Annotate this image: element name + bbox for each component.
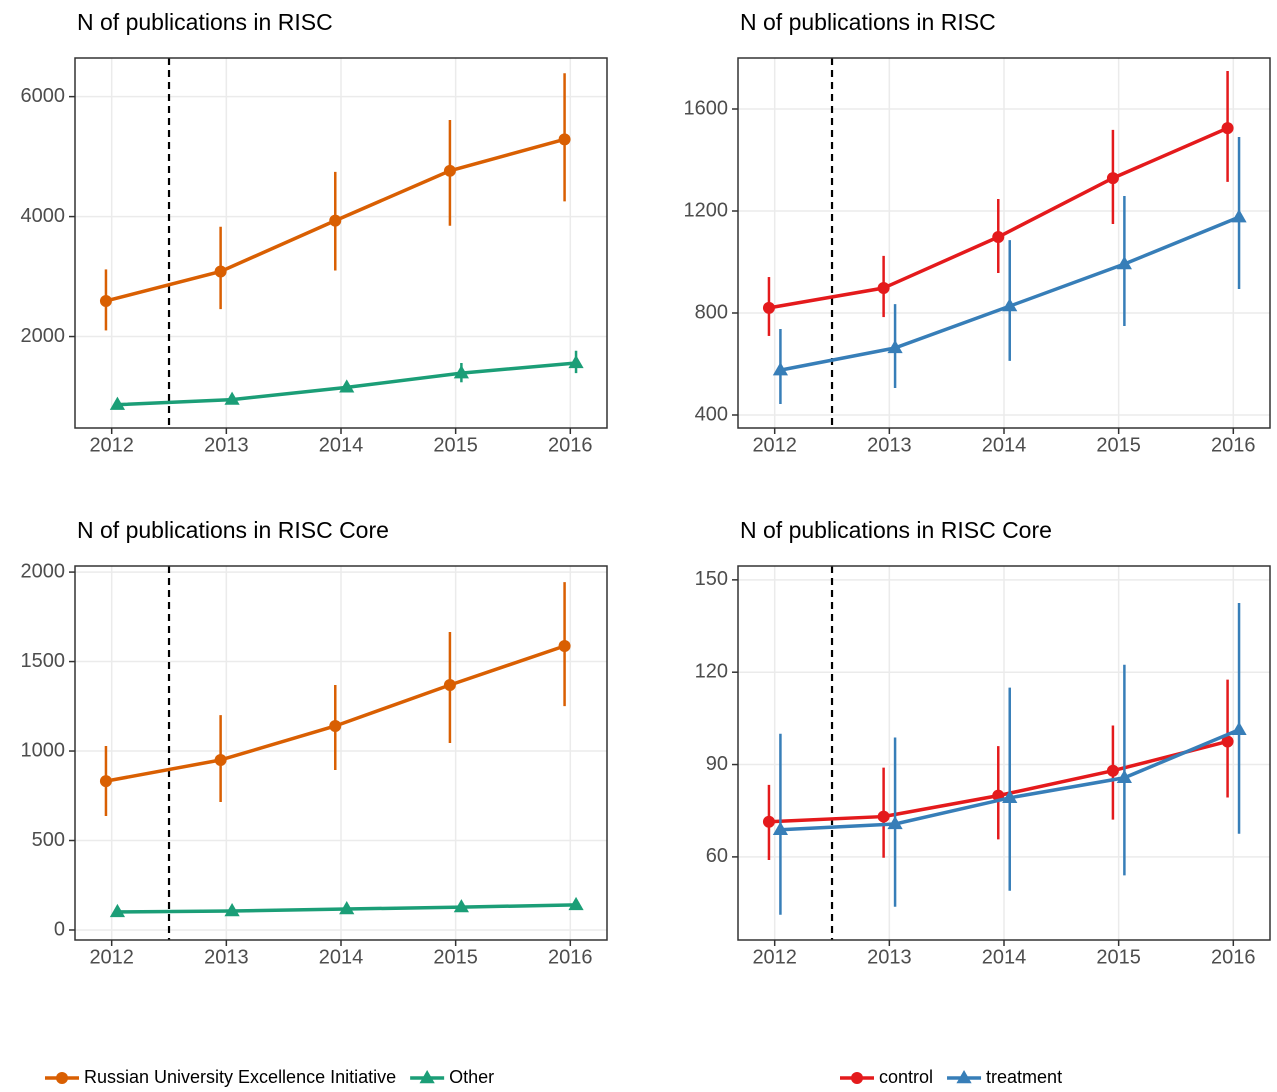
marker <box>443 164 456 177</box>
x-tick-label: 2016 <box>548 946 593 968</box>
y-tick-label: 2000 <box>21 560 66 582</box>
x-tick-label: 2012 <box>752 946 797 968</box>
marker <box>558 639 571 652</box>
marker <box>1221 735 1234 748</box>
y-tick-label: 2000 <box>21 325 66 347</box>
marker <box>772 821 789 836</box>
y-tick-label: 60 <box>706 845 728 867</box>
x-tick-label: 2015 <box>433 434 478 456</box>
marker <box>1106 172 1119 185</box>
marker <box>1116 256 1132 270</box>
x-tick-label: 2013 <box>204 946 249 968</box>
marker <box>109 903 126 918</box>
y-tick-label: 1500 <box>21 650 66 672</box>
marker <box>109 396 126 410</box>
y-tick-label: 1200 <box>684 199 729 221</box>
marker <box>877 282 890 295</box>
x-tick-label: 2014 <box>319 946 364 968</box>
marker <box>877 810 890 823</box>
marker <box>224 391 240 405</box>
marker <box>1221 122 1234 135</box>
panel-title: N of publications in RISC Core <box>77 517 389 543</box>
legend-marker <box>419 1070 435 1084</box>
panel-border <box>74 565 608 941</box>
marker <box>1231 209 1247 223</box>
legend-label: Other <box>449 1067 494 1087</box>
y-tick-label: 90 <box>706 753 728 775</box>
marker <box>558 133 571 146</box>
x-tick-label: 2013 <box>867 434 912 456</box>
legend-marker <box>56 1072 68 1084</box>
marker <box>762 301 775 314</box>
panel-title: N of publications in RISC <box>77 9 333 35</box>
marker <box>443 679 456 691</box>
marker <box>772 362 789 376</box>
legend-label: treatment <box>986 1067 1062 1087</box>
x-tick-label: 2015 <box>433 946 478 968</box>
x-tick-label: 2012 <box>752 434 797 456</box>
x-tick-label: 2012 <box>89 946 134 968</box>
marker <box>762 815 775 828</box>
marker <box>339 901 355 915</box>
marker <box>992 231 1005 244</box>
y-tick-label: 150 <box>695 568 728 590</box>
marker <box>224 903 240 917</box>
marker <box>329 214 342 227</box>
marker <box>339 379 355 393</box>
x-tick-label: 2016 <box>548 434 593 456</box>
panel-border <box>737 57 1271 429</box>
x-tick-label: 2014 <box>982 946 1027 968</box>
panel-border <box>737 565 1271 941</box>
marker <box>99 294 112 307</box>
y-tick-label: 6000 <box>21 85 66 107</box>
y-tick-label: 0 <box>54 918 65 940</box>
marker <box>887 339 903 354</box>
panel-title: N of publications in RISC <box>740 9 996 35</box>
panel-border <box>74 57 608 429</box>
x-tick-label: 2016 <box>1211 434 1256 456</box>
x-tick-label: 2014 <box>982 434 1027 456</box>
marker <box>1231 721 1247 735</box>
marker <box>568 354 584 369</box>
y-tick-label: 800 <box>695 301 728 323</box>
marker <box>1002 789 1018 803</box>
x-tick-label: 2012 <box>89 434 134 456</box>
marker <box>214 265 227 278</box>
marker <box>214 753 227 766</box>
marker <box>453 365 469 379</box>
y-tick-label: 500 <box>32 829 65 851</box>
x-tick-label: 2016 <box>1211 946 1256 968</box>
legend-marker <box>956 1070 972 1084</box>
marker <box>1106 764 1119 777</box>
y-tick-label: 1000 <box>21 739 66 761</box>
x-tick-label: 2013 <box>204 434 249 456</box>
y-tick-label: 1600 <box>684 97 729 119</box>
y-tick-label: 4000 <box>21 205 66 227</box>
marker <box>99 775 112 788</box>
marker <box>1002 298 1018 312</box>
x-tick-label: 2015 <box>1096 946 1141 968</box>
legend-label: Russian University Excellence Initiative <box>84 1067 396 1087</box>
panel-title: N of publications in RISC Core <box>740 517 1052 543</box>
x-tick-label: 2013 <box>867 946 912 968</box>
legend-marker <box>851 1072 863 1084</box>
marker <box>453 899 469 913</box>
marker <box>1116 769 1132 783</box>
legend-label: control <box>879 1067 933 1087</box>
y-tick-label: 120 <box>695 660 728 682</box>
y-tick-label: 400 <box>695 403 728 425</box>
x-tick-label: 2015 <box>1096 434 1141 456</box>
x-tick-label: 2014 <box>319 434 364 456</box>
marker <box>329 719 342 732</box>
marker <box>887 815 903 830</box>
marker <box>568 896 584 911</box>
